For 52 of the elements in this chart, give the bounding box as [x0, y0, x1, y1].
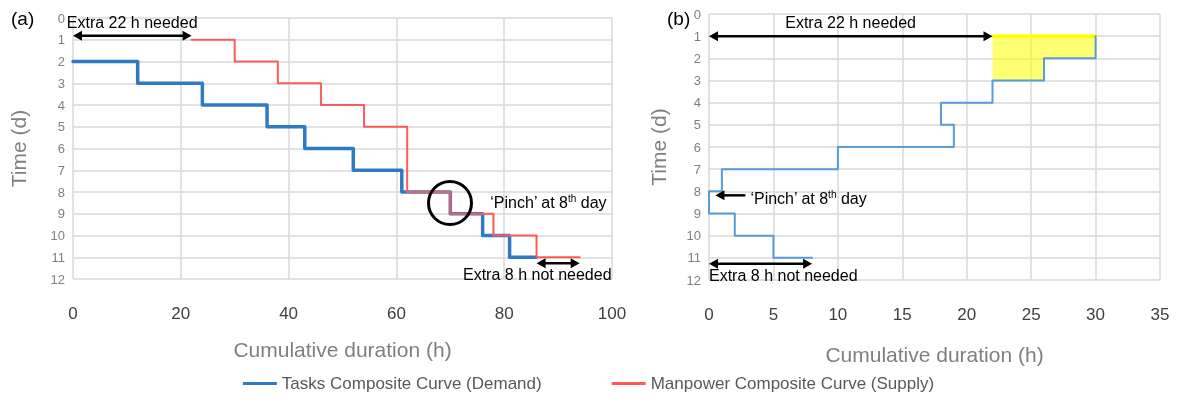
y-tick-label: 4 — [693, 95, 701, 111]
x-tick-label: 25 — [1021, 305, 1041, 324]
y-tick-label: 2 — [693, 50, 701, 66]
y-tick-label: 12 — [686, 272, 701, 288]
y-tick-label: 9 — [57, 206, 65, 222]
x-tick-label: 35 — [1150, 305, 1170, 324]
legend-label: Manpower Composite Curve (Supply) — [650, 374, 935, 393]
y-tick-label: 8 — [57, 184, 65, 200]
y-tick-label: 11 — [687, 250, 701, 266]
x-tick-label: 30 — [1086, 305, 1106, 324]
x-tick-label: 100 — [597, 304, 627, 323]
x-tick-label: 40 — [279, 304, 299, 323]
y-tick-label: 10 — [686, 228, 701, 244]
annotation: ‘Pinch’ at 8$^{th}$ day — [490, 191, 607, 213]
annotation: Extra 8 h not needed — [463, 266, 612, 285]
y-tick-label: 5 — [693, 117, 701, 133]
y-tick-label: 3 — [693, 73, 701, 88]
x-axis-title: Cumulative duration (h) — [233, 338, 452, 361]
annotation: Extra 8 h not needed — [709, 266, 858, 285]
y-tick-label: 1 — [57, 32, 65, 48]
x-tick-label: 80 — [494, 304, 514, 323]
y-axis-title: Time (d) — [647, 108, 670, 186]
y-axis-title: Time (d) — [7, 109, 30, 188]
annotation: Extra 22 h needed — [66, 13, 198, 32]
x-tick-label: 60 — [386, 304, 406, 323]
x-tick-label: 20 — [957, 305, 977, 324]
x-tick-label: 5 — [768, 305, 779, 324]
y-tick-label: 0 — [693, 6, 701, 22]
x-tick-label: 10 — [828, 305, 848, 324]
y-tick-label: 5 — [57, 119, 65, 135]
x-axis-title: Cumulative duration (h) — [825, 343, 1044, 366]
y-tick-label: 6 — [57, 141, 65, 156]
y-tick-label: 4 — [57, 97, 65, 113]
annotation: Extra 22 h needed — [785, 14, 916, 33]
y-tick-label: 12 — [50, 271, 65, 287]
x-tick-label: 15 — [892, 305, 912, 324]
y-tick-label: 6 — [693, 139, 701, 155]
y-tick-label: 7 — [693, 161, 701, 177]
annotation: ‘Pinch’ at 8$^{th}$ day — [750, 188, 867, 209]
chart-title: (b) — [667, 8, 691, 29]
y-tick-label: 0 — [57, 10, 65, 26]
y-tick-label: 2 — [57, 54, 65, 69]
y-tick-label: 8 — [693, 183, 701, 199]
y-tick-label: 7 — [57, 162, 65, 178]
y-tick-label: 9 — [693, 206, 701, 221]
y-tick-label: 10 — [50, 228, 65, 243]
y-tick-label: 11 — [51, 249, 65, 265]
y-tick-label: 1 — [693, 28, 701, 44]
chart-title: (a) — [11, 8, 35, 29]
legend-label: Tasks Composite Curve (Demand) — [281, 374, 542, 393]
y-tick-label: 3 — [57, 75, 65, 91]
x-tick-label: 20 — [171, 304, 191, 323]
